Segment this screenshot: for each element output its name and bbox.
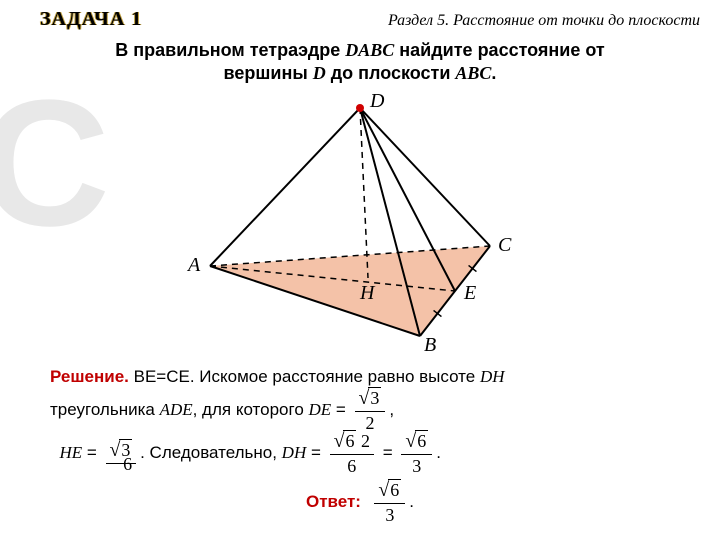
vertex-label-c: C: [498, 234, 511, 257]
problem-em: ABC: [455, 63, 491, 83]
solution-block: Решение. BE=CE. Искомое расстояние равно…: [0, 356, 720, 524]
var-ade: ADE: [160, 400, 193, 419]
answer-label: Ответ:: [306, 492, 361, 511]
solution-text: , для которого: [193, 400, 309, 419]
eq: =: [331, 400, 350, 419]
vertex-label-b: B: [424, 334, 436, 357]
frac-answer: 6 3: [374, 481, 405, 524]
answer-line: Ответ: 6 3 .: [50, 481, 670, 524]
solution-label: Решение.: [50, 367, 129, 386]
vertex-label-a: A: [188, 254, 200, 277]
var-de: DE: [309, 400, 332, 419]
problem-text: вершины: [224, 63, 313, 83]
vertex-label-d: D: [370, 90, 384, 113]
var-he: HE: [59, 443, 82, 462]
eq: =: [82, 443, 101, 462]
background-letter: С: [0, 60, 110, 267]
section-label: Раздел 5. Расстояние от точки до плоскос…: [388, 12, 700, 30]
frac-dh2: 6 3: [401, 432, 432, 475]
tetrahedron-svg: [170, 96, 550, 356]
problem-text: .: [491, 63, 496, 83]
vertex-label-e: E: [464, 282, 476, 305]
tetrahedron-figure: D A B C H E: [170, 96, 550, 356]
frac-de: 3 2: [355, 389, 386, 432]
frac-dh: 6 2 6: [330, 432, 374, 475]
eq: =: [306, 443, 325, 462]
header: ЗАДАЧА 1 Раздел 5. Расстояние от точки д…: [0, 0, 720, 35]
solution-text: BE=CE. Искомое расстояние равно высоте: [129, 367, 480, 386]
problem-text: до плоскости: [326, 63, 456, 83]
var-dh2: DH: [282, 443, 307, 462]
problem-text: найдите расстояние от: [394, 40, 604, 60]
task-label: ЗАДАЧА 1: [40, 8, 142, 31]
problem-em: DABC: [345, 40, 394, 60]
problem-em: D: [313, 63, 326, 83]
solution-text: треугольника: [50, 400, 160, 419]
problem-text: В правильном тетраэдре: [115, 40, 345, 60]
vertex-label-h: H: [360, 282, 374, 305]
solution-text: . Следовательно,: [140, 443, 282, 462]
var-dh: DH: [480, 367, 505, 386]
